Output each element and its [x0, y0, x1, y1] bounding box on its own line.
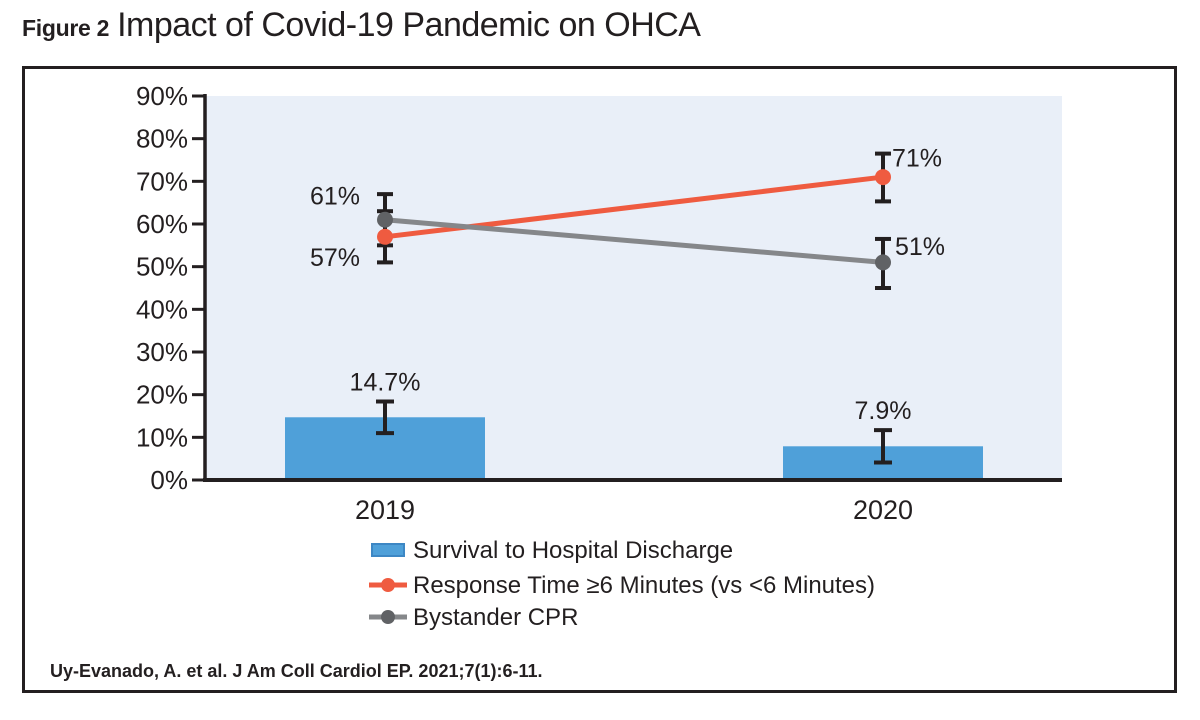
y-tick-label-70: 70% — [136, 166, 188, 196]
value-label-0-2019: 14.7% — [350, 368, 421, 396]
legend-label-2: Bystander CPR — [413, 604, 578, 631]
y-tick-label-60: 60% — [136, 209, 188, 239]
y-tick-label-80: 80% — [136, 124, 188, 154]
figure-title: Figure 2 Impact of Covid-19 Pandemic on … — [22, 6, 701, 45]
point-0-2020 — [875, 169, 891, 186]
y-tick-label-40: 40% — [136, 294, 188, 324]
figure-title-text: Impact of Covid-19 Pandemic on OHCA — [117, 6, 701, 44]
point-1-2020 — [875, 254, 891, 271]
chart-generated: 0% 10% 20% 30% 40% 50% 60% 70% 80% 90% 2019 2020 14.… — [136, 81, 1062, 631]
plot-area — [205, 96, 1062, 480]
legend-label-0: Survival to Hospital Discharge — [413, 537, 733, 564]
y-tick-label-20: 20% — [136, 380, 188, 410]
value-label-1-2019: 57% — [310, 244, 360, 272]
legend-marker-1 — [381, 578, 395, 592]
y-tick-label-30: 30% — [136, 337, 188, 367]
y-tick-label-90: 90% — [136, 81, 188, 111]
x-label-2020: 2020 — [853, 495, 913, 525]
chart-canvas: 0% 10% 20% 30% 40% 50% 60% 70% 80% 90% 2019 2020 14.… — [50, 81, 1062, 681]
y-tick-label-50: 50% — [136, 252, 188, 282]
point-1-2019 — [377, 211, 393, 228]
legend-swatch-bar — [371, 543, 405, 557]
legend-marker-2 — [381, 610, 395, 624]
series-line-1 — [384, 217, 884, 265]
citation-text: Uy-Evanado, A. et al. J Am Coll Cardiol … — [50, 661, 543, 681]
figure-label: Figure 2 — [22, 15, 110, 41]
value-label-0-2020: 7.9% — [855, 397, 912, 425]
x-label-2019: 2019 — [355, 495, 415, 525]
value-label-2-2019: 61% — [310, 183, 360, 211]
point-0-2019 — [377, 228, 393, 245]
figure-box: 0% 10% 20% 30% 40% 50% 60% 70% 80% 90% 2019 2020 14.… — [22, 66, 1177, 693]
legend-label-1: Response Time ≥6 Minutes (vs <6 Minutes) — [413, 572, 875, 599]
value-label-2-2020: 51% — [895, 233, 945, 261]
value-label-1-2020: 71% — [892, 145, 942, 173]
y-tick-label-0: 0% — [150, 465, 188, 495]
y-tick-label-10: 10% — [136, 422, 188, 452]
